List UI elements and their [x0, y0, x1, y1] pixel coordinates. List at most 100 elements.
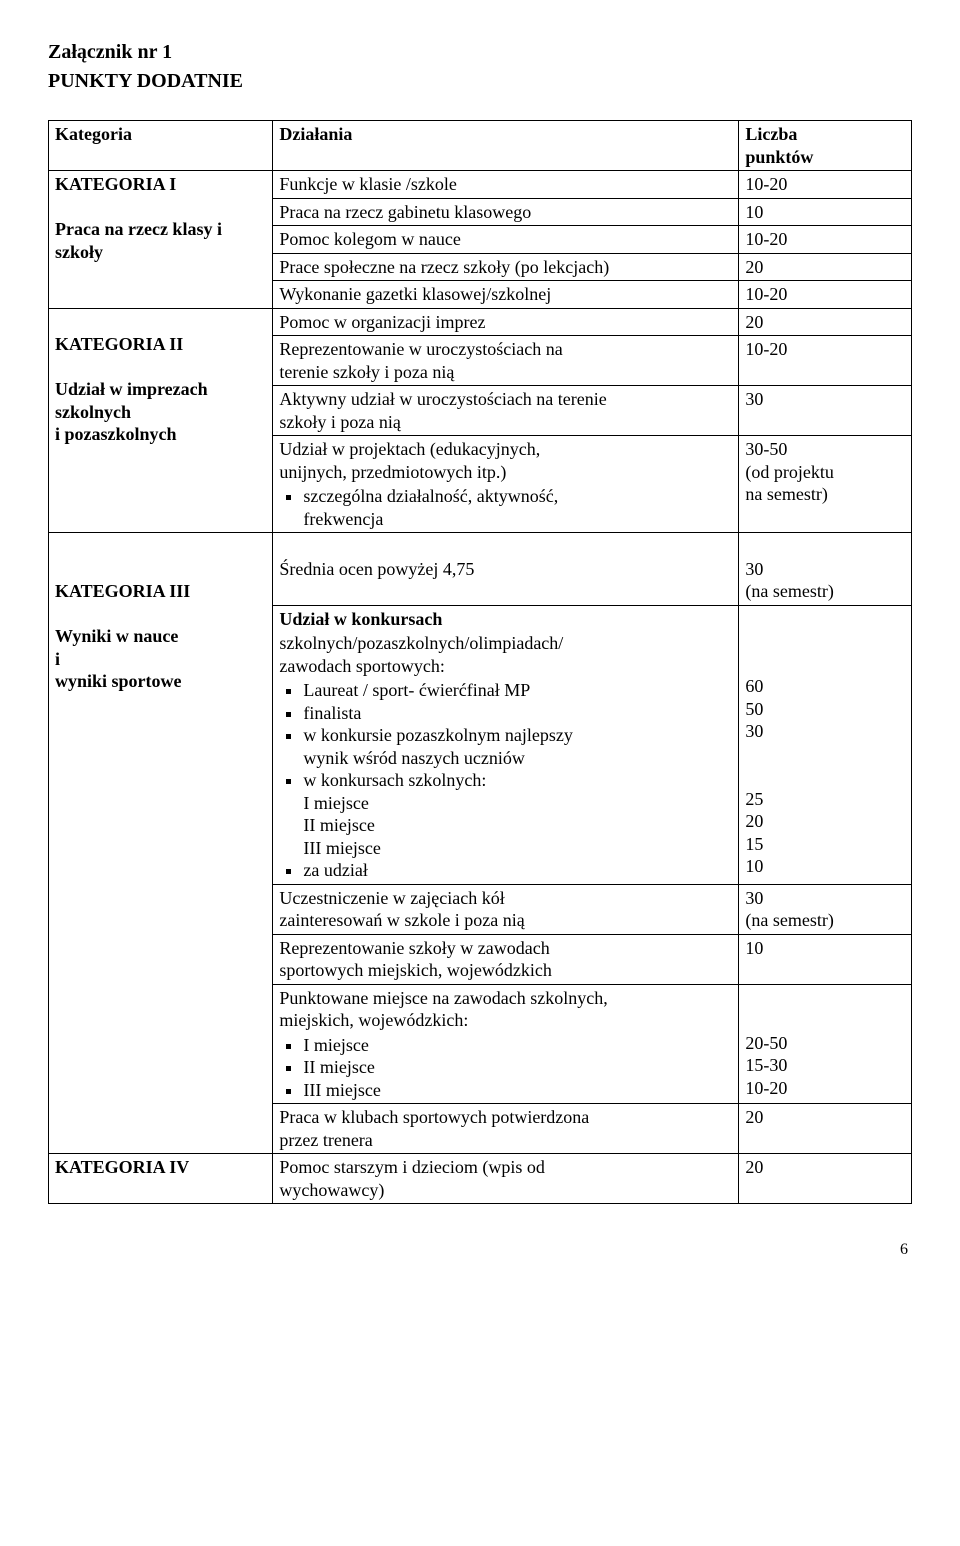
points-line: 25: [745, 789, 763, 809]
bullet-line: II miejsce: [303, 815, 374, 835]
activity-line: Punktowane miejsce na zawodach szkolnych…: [279, 988, 607, 1008]
points-cell: 20: [739, 308, 912, 336]
activity-intro: szkolnych/pozaszkolnych/olimpiadach/: [279, 633, 563, 653]
category-2-sub-l2: szkolnych: [55, 402, 131, 422]
activity-cell: Reprezentowanie w uroczystościach na ter…: [273, 336, 739, 386]
points-line: 10: [745, 856, 763, 876]
table-row: KATEGORIA I Praca na rzecz klasy i szkoł…: [49, 171, 912, 199]
points-cell: 10-20: [739, 281, 912, 309]
points-table: Kategoria Działania Liczba punktów KATEG…: [48, 120, 912, 1204]
list-item: za udział: [303, 859, 732, 882]
bullet-line: frekwencja: [303, 509, 383, 529]
activity-cell: Aktywny udział w uroczystościach na tere…: [273, 386, 739, 436]
activity-cell: Średnia ocen powyżej 4,75: [273, 533, 739, 606]
points-line: 20-50: [745, 1033, 787, 1053]
list-item: w konkursie pozaszkolnym najlepszy wynik…: [303, 724, 732, 769]
points-cell: 10: [739, 198, 912, 226]
points-line: 15: [745, 834, 763, 854]
points-line: na semestr): [745, 484, 827, 504]
table-row: KATEGORIA II Udział w imprezach szkolnyc…: [49, 308, 912, 336]
activity-cell: Praca w klubach sportowych potwierdzona …: [273, 1104, 739, 1154]
activity-line: Średnia ocen powyżej 4,75: [279, 559, 474, 579]
header-points-l1: Liczba: [745, 124, 797, 144]
points-cell: 10-20: [739, 171, 912, 199]
activity-cell: Punktowane miejsce na zawodach szkolnych…: [273, 984, 739, 1104]
category-3-sub-l2: i: [55, 649, 60, 669]
bullet-line: I miejsce: [303, 793, 368, 813]
activity-line: przez trenera: [279, 1130, 372, 1150]
bullet-line: w konkursie pozaszkolnym najlepszy: [303, 725, 572, 745]
activity-cell: Udział w konkursach szkolnych/pozaszkoln…: [273, 605, 739, 884]
points-cell: 30: [739, 386, 912, 436]
activity-cell: Reprezentowanie szkoły w zawodach sporto…: [273, 934, 739, 984]
points-line: 10-20: [745, 1078, 787, 1098]
activity-cell: Wykonanie gazetki klasowej/szkolnej: [273, 281, 739, 309]
points-line: 30: [745, 559, 763, 579]
category-2-sub: Udział w imprezach szkolnych i pozaszkol…: [55, 378, 266, 446]
activity-line: Reprezentowanie szkoły w zawodach: [279, 938, 549, 958]
category-3-cell: KATEGORIA III Wyniki w nauce i wyniki sp…: [49, 533, 273, 1154]
points-line: 60: [745, 676, 763, 696]
list-item: Laureat / sport- ćwierćfinał MP: [303, 679, 732, 702]
list-item: w konkursach szkolnych: I miejsce II mie…: [303, 769, 732, 859]
points-line: 30: [745, 721, 763, 741]
activity-cell: Prace społeczne na rzecz szkoły (po lekc…: [273, 253, 739, 281]
activity-line: sportowych miejskich, wojewódzkich: [279, 960, 551, 980]
activity-line: Uczestniczenie w zajęciach kół: [279, 888, 504, 908]
activity-line: Reprezentowanie w uroczystościach na: [279, 339, 562, 359]
activity-cell: Uczestniczenie w zajęciach kół zainteres…: [273, 884, 739, 934]
table-row: KATEGORIA IV Pomoc starszym i dzieciom (…: [49, 1154, 912, 1204]
points-cell: 20: [739, 253, 912, 281]
activity-line: Aktywny udział w uroczystościach na tere…: [279, 389, 606, 409]
points-cell: 30 (na semestr): [739, 884, 912, 934]
points-line: (na semestr): [745, 581, 833, 601]
activity-line: szkoły i poza nią: [279, 412, 400, 432]
bullet-line: wynik wśród naszych uczniów: [303, 748, 524, 768]
category-1-sub-l1: Praca na rzecz klasy i: [55, 219, 222, 239]
category-3-sub-l1: Wyniki w nauce: [55, 626, 178, 646]
category-1-cell: KATEGORIA I Praca na rzecz klasy i szkoł…: [49, 171, 273, 309]
activity-cell: Pomoc kolegom w nauce: [273, 226, 739, 254]
category-3-sub-l3: wyniki sportowe: [55, 671, 182, 691]
category-2-sub-l1: Udział w imprezach: [55, 379, 208, 399]
list-item: III miejsce: [303, 1079, 732, 1102]
list-item: I miejsce: [303, 1034, 732, 1057]
table-header-row: Kategoria Działania Liczba punktów: [49, 121, 912, 171]
activity-cell: Pomoc starszym i dzieciom (wpis od wycho…: [273, 1154, 739, 1204]
category-2-sub-l3: i pozaszkolnych: [55, 424, 177, 444]
bullet-line: szczególna działalność, aktywność,: [303, 486, 558, 506]
header-category: Kategoria: [49, 121, 273, 171]
points-cell: 10-20: [739, 226, 912, 254]
attachment-heading-1: Załącznik nr 1: [48, 40, 912, 65]
points-line: (od projektu: [745, 462, 833, 482]
attachment-heading-2: PUNKTY DODATNIE: [48, 69, 912, 94]
category-1-sub: Praca na rzecz klasy i szkoły: [55, 218, 266, 263]
points-cell: 60 50 30 25 20 15 10: [739, 605, 912, 884]
activity-line: Pomoc starszym i dzieciom (wpis od: [279, 1157, 544, 1177]
points-cell: 20-50 15-30 10-20: [739, 984, 912, 1104]
points-line: 20: [745, 811, 763, 831]
activity-line: zainteresowań w szkole i poza nią: [279, 910, 524, 930]
activity-line: terenie szkoły i poza nią: [279, 362, 454, 382]
bullet-line: III miejsce: [303, 838, 380, 858]
category-1-title: KATEGORIA I: [55, 173, 266, 196]
activity-intro: zawodach sportowych:: [279, 656, 444, 676]
category-2-title: KATEGORIA II: [55, 333, 266, 356]
category-2-cell: KATEGORIA II Udział w imprezach szkolnyc…: [49, 308, 273, 533]
category-3-sub: Wyniki w nauce i wyniki sportowe: [55, 625, 266, 693]
category-4-title: KATEGORIA IV: [55, 1156, 266, 1179]
activity-cell: Funkcje w klasie /szkole: [273, 171, 739, 199]
list-item: finalista: [303, 702, 732, 725]
activity-line: Udział w projektach (edukacyjnych,: [279, 439, 540, 459]
points-line: 30: [745, 888, 763, 908]
points-cell: 10-20: [739, 336, 912, 386]
category-4-cell: KATEGORIA IV: [49, 1154, 273, 1204]
category-1-sub-l2: szkoły: [55, 242, 103, 262]
activity-cell: Praca na rzecz gabinetu klasowego: [273, 198, 739, 226]
activity-line: wychowawcy): [279, 1180, 384, 1200]
page-number: 6: [48, 1240, 912, 1260]
bullet-line: w konkursach szkolnych:: [303, 770, 486, 790]
points-line: 50: [745, 699, 763, 719]
points-line: 15-30: [745, 1055, 787, 1075]
points-cell: 30-50 (od projektu na semestr): [739, 436, 912, 533]
